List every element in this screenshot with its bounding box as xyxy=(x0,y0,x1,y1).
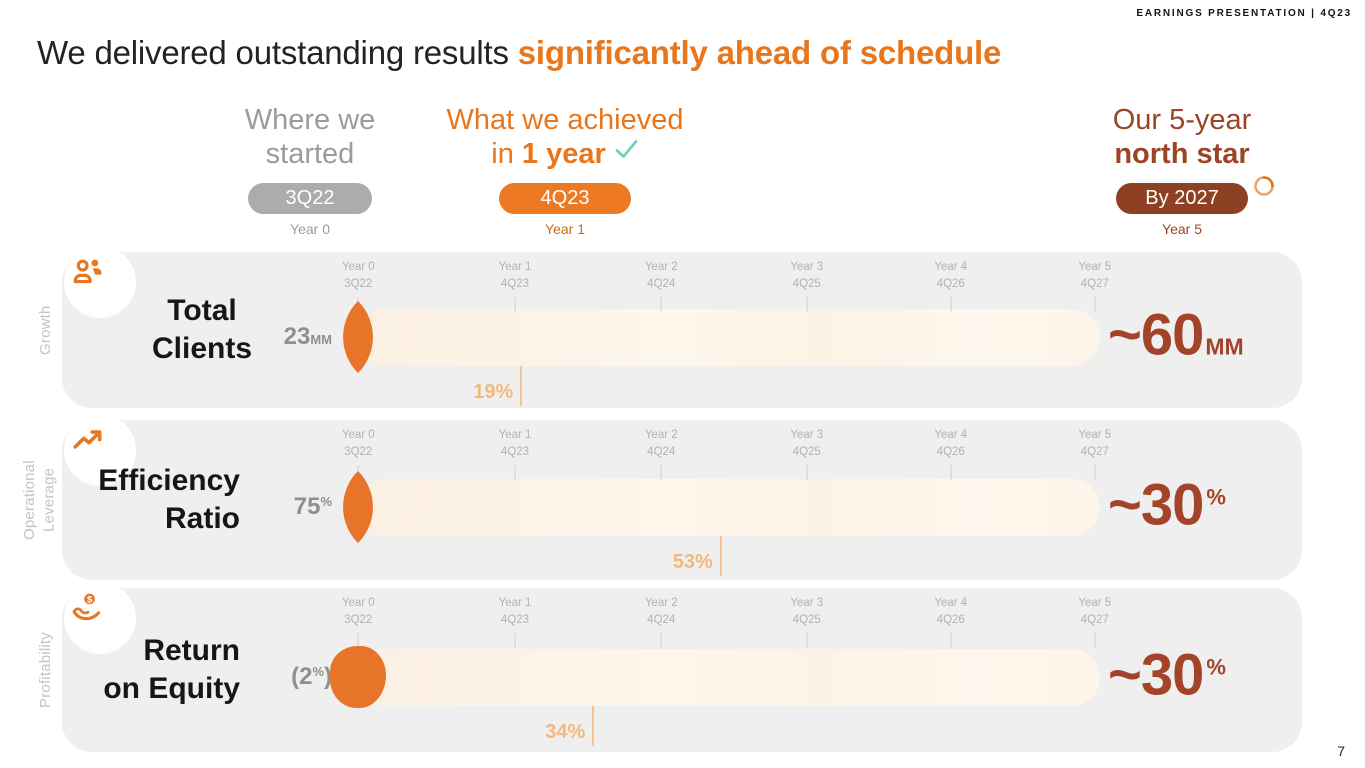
page-title: We delivered outstanding results signifi… xyxy=(37,34,1001,72)
target-value: ~30% xyxy=(1108,642,1226,708)
column-heading: What we achieved in 1 year xyxy=(446,104,684,171)
start-value: 23MM xyxy=(283,323,332,350)
start-value: (2%) xyxy=(291,663,332,690)
timeline-tick: Year 3 4Q25 xyxy=(790,595,823,648)
timeline-tick: Year 2 4Q24 xyxy=(645,427,678,480)
ring-icon xyxy=(1252,174,1276,203)
page-number: 7 xyxy=(1337,743,1345,759)
start-value: 75% xyxy=(293,493,332,520)
timeline-tick: Year 3 4Q25 xyxy=(790,427,823,480)
category-label-profitability: Profitability xyxy=(37,632,54,708)
timeline-tick: Year 1 4Q23 xyxy=(499,259,531,312)
title-regular: We delivered outstanding results xyxy=(37,34,518,71)
metric-card-return-on-equity: $ Return on Equity (2%) Year 0 3Q22 Year … xyxy=(62,582,1302,752)
target-value: ~30% xyxy=(1108,472,1226,538)
quarter-pill-3q22: 3Q22 xyxy=(248,183,372,215)
metric-card-total-clients: Total Clients 23MM Year 0 3Q22 Year 1 4Q23… xyxy=(62,246,1302,408)
trend-up-icon xyxy=(73,430,102,449)
category-label-operational-leverage: Operational Leverage xyxy=(21,460,58,540)
quarter-pill-4q23: 4Q23 xyxy=(499,183,631,215)
column-heading: Our 5-year north star xyxy=(1112,104,1252,171)
metric-title: Efficiency Ratio xyxy=(98,463,240,535)
progress-bar xyxy=(358,649,1100,706)
timeline-tick: Year 5 4Q27 xyxy=(1078,259,1111,312)
target-value: ~60MM xyxy=(1108,302,1244,368)
start-dot xyxy=(321,470,409,558)
timeline-tick: Year 4 4Q26 xyxy=(934,595,967,648)
category-label-growth: Growth xyxy=(37,305,54,355)
timeline-tick: Year 1 4Q23 xyxy=(499,595,531,648)
year-caption: Year 1 xyxy=(545,221,585,238)
target-pill-2027: By 2027 xyxy=(1116,183,1248,215)
timeline-tick: Year 5 4Q27 xyxy=(1078,595,1111,648)
progress-bar xyxy=(358,479,1100,536)
column-what-we-achieved: What we achieved in 1 year 4Q23 Year 1 xyxy=(425,103,705,237)
timeline-tick: Year 0 3Q22 xyxy=(342,259,375,312)
people-icon xyxy=(73,259,102,284)
icon-bubble xyxy=(64,414,136,486)
check-icon xyxy=(614,134,639,168)
hand-dollar-icon: $ xyxy=(72,593,101,621)
svg-text:$: $ xyxy=(87,594,93,605)
timeline-tick: Year 0 3Q22 xyxy=(342,595,375,648)
timeline-tick: Year 1 4Q23 xyxy=(499,427,531,480)
timeline-tick: Year 4 4Q26 xyxy=(934,259,967,312)
start-dot xyxy=(330,646,414,739)
metric-title: Return on Equity xyxy=(103,633,240,705)
progress-bar xyxy=(358,309,1100,366)
column-north-star: Our 5-year north star By 2027 Year 5 xyxy=(1062,103,1302,237)
title-highlight: significantly ahead of schedule xyxy=(517,34,1002,71)
metric-card-efficiency-ratio: Efficiency Ratio 75% Year 0 3Q22 Year 1 4Q… xyxy=(62,414,1302,580)
metric-title: Total Clients xyxy=(151,293,253,365)
presentation-badge: EARNINGS PRESENTATION | 4Q23 xyxy=(1136,8,1352,19)
timeline-tick: Year 2 4Q24 xyxy=(645,595,678,648)
year-caption: Year 5 xyxy=(1162,221,1202,238)
icon-bubble xyxy=(64,246,136,318)
icon-bubble: $ xyxy=(64,582,136,654)
year-caption: Year 0 xyxy=(290,221,330,238)
column-where-we-started: Where we started 3Q22 Year 0 xyxy=(205,103,415,237)
timeline-tick: Year 3 4Q25 xyxy=(790,259,823,312)
timeline-tick: Year 2 4Q24 xyxy=(645,259,678,312)
timeline-tick: Year 4 4Q26 xyxy=(934,427,967,480)
column-heading: Where we started xyxy=(244,104,376,171)
start-dot xyxy=(321,300,409,388)
timeline-tick: Year 5 4Q27 xyxy=(1078,427,1111,480)
